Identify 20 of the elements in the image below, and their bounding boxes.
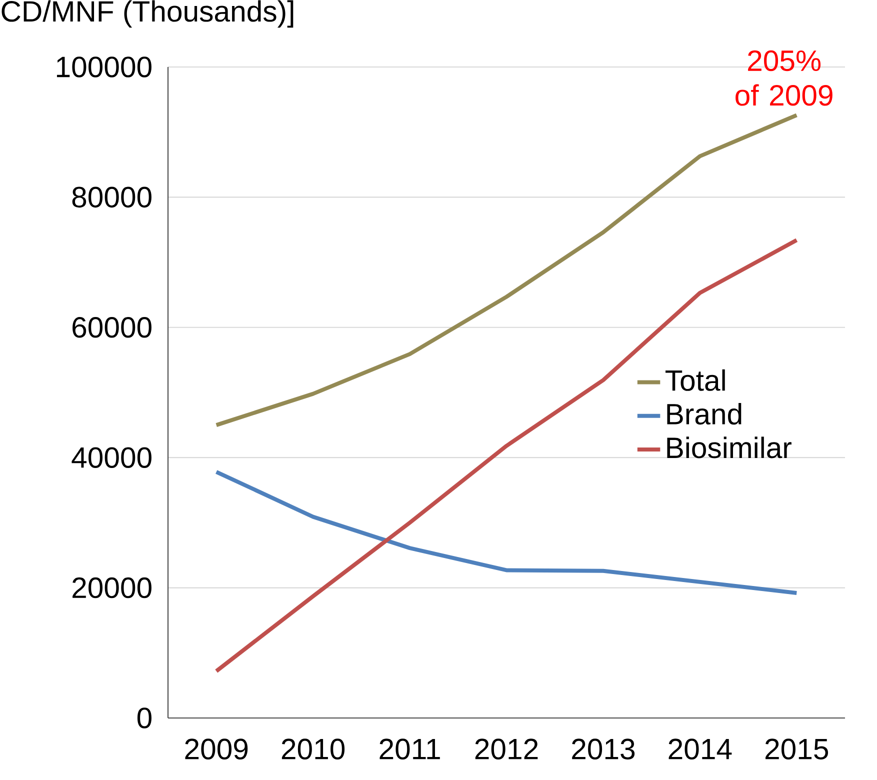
x-tick-label: 2011 <box>380 738 440 760</box>
y-tick-label: 60000 <box>72 316 152 338</box>
y-tick-label: 100000 <box>56 56 152 78</box>
x-tick-label: 2010 <box>282 738 345 760</box>
line-series <box>214 113 799 428</box>
legend-label: Biosimilar <box>667 436 792 458</box>
y-tick-label: 0 <box>137 708 152 728</box>
x-tick-label: 2013 <box>572 738 635 760</box>
x-tick-label: 2012 <box>475 738 538 760</box>
x-tick-label: 2009 <box>185 738 248 760</box>
legend-label: Brand <box>667 403 742 425</box>
y-tick-label: 80000 <box>72 186 152 208</box>
annotation: 205% of 2009 <box>736 50 832 106</box>
x-tick-label: 2014 <box>668 738 732 760</box>
y-tick-label: 40000 <box>72 447 152 468</box>
legend-label: Total <box>666 369 725 391</box>
y-tick-label: 20000 <box>72 577 152 598</box>
line-series <box>214 238 799 674</box>
y-axis-title: CD/MNF (Thousands)] <box>2 0 294 28</box>
x-tick-label: 2015 <box>766 738 828 760</box>
